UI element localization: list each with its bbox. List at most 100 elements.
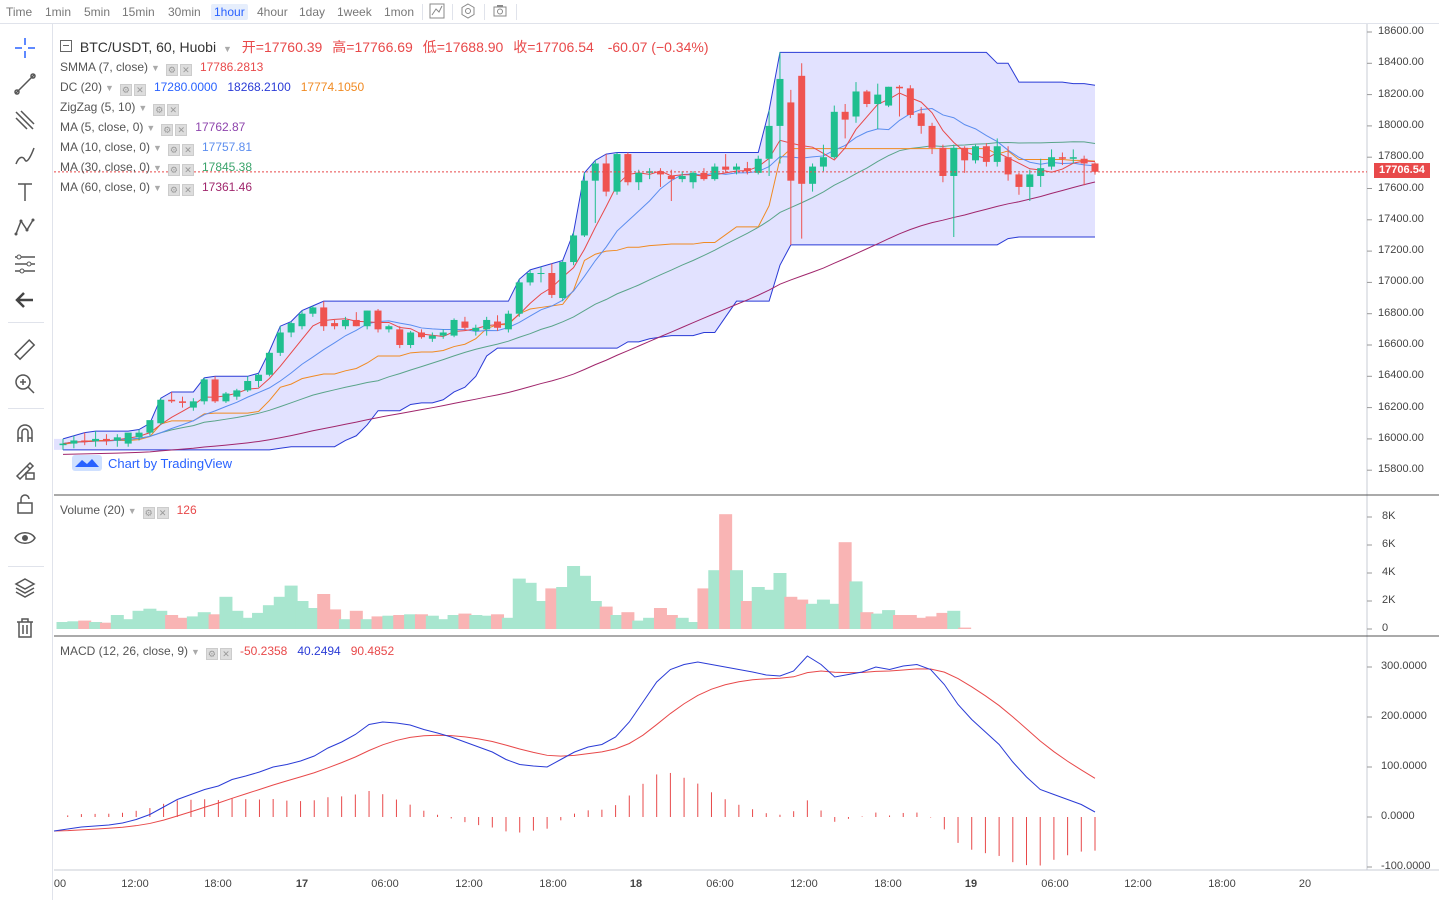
candle-body — [298, 313, 306, 327]
zoom-in-icon[interactable] — [10, 370, 40, 398]
crosshair-icon[interactable] — [10, 34, 40, 62]
interval-1mon[interactable]: 1mon — [384, 5, 415, 19]
candle-body — [200, 379, 208, 402]
volume-bar — [78, 620, 92, 629]
settings-icon[interactable]: ⚙ — [167, 144, 180, 156]
close-icon[interactable]: ✕ — [181, 164, 194, 176]
brush-icon[interactable] — [10, 142, 40, 170]
volume-bar — [360, 619, 374, 629]
settings-icon[interactable]: ⚙ — [119, 84, 132, 96]
candle-body — [287, 323, 295, 333]
indicator-name[interactable]: MA (60, close, 0) — [60, 180, 151, 194]
settings-icon[interactable]: ⚙ — [167, 164, 180, 176]
volume-bar — [827, 603, 841, 629]
fib-icon[interactable] — [10, 250, 40, 278]
indicator-name[interactable]: ZigZag (5, 10) — [60, 100, 136, 114]
close-icon[interactable]: ✕ — [181, 144, 194, 156]
indicator-name[interactable]: MA (30, close, 0) — [60, 160, 151, 174]
screenshot-icon[interactable] — [491, 3, 509, 21]
volume-bar — [795, 599, 809, 629]
volume-bar — [751, 587, 765, 629]
settings-icon[interactable]: ⚙ — [167, 184, 180, 196]
pitchfork-icon[interactable] — [10, 106, 40, 134]
close-icon[interactable]: ✕ — [156, 507, 169, 519]
interval-30min[interactable]: 30min — [168, 5, 201, 19]
indicator-name[interactable]: MA (5, close, 0) — [60, 120, 144, 134]
volume-bar — [208, 614, 222, 629]
settings-icon[interactable] — [459, 3, 477, 21]
chevron-down-icon[interactable]: ▼ — [153, 143, 162, 153]
price-tick-label: 17200.00 — [1378, 244, 1424, 257]
trash-icon[interactable] — [10, 614, 40, 642]
settings-icon[interactable]: ⚙ — [161, 124, 174, 136]
close-icon[interactable]: ✕ — [179, 64, 192, 76]
settings-icon[interactable]: ⚙ — [153, 104, 166, 116]
interval-5min[interactable]: 5min — [84, 5, 111, 19]
volume-bar — [740, 601, 754, 629]
close-icon[interactable]: ✕ — [219, 648, 232, 660]
macd-name[interactable]: MACD (12, 26, close, 9) — [60, 644, 189, 658]
symbol-toggle-icon[interactable] — [60, 40, 72, 52]
trend-line-icon[interactable] — [10, 70, 40, 98]
pattern-icon[interactable] — [10, 214, 40, 242]
close-icon[interactable]: ✕ — [175, 124, 188, 136]
interval-15min[interactable]: 15min — [122, 5, 155, 19]
candle-body — [722, 166, 730, 170]
candle-body — [341, 319, 349, 327]
price-tick-label: 16400.00 — [1378, 369, 1424, 382]
indicator-name[interactable]: DC (20) — [60, 80, 103, 94]
lock-draw-icon[interactable] — [10, 454, 40, 482]
settings-icon[interactable]: ⚙ — [142, 507, 155, 519]
candle-body — [168, 399, 176, 402]
chevron-down-icon[interactable]: ▼ — [138, 103, 148, 113]
interval-1hour[interactable]: 1hour — [211, 4, 248, 20]
close-icon[interactable]: ✕ — [181, 184, 194, 196]
indicator-name[interactable]: MA (10, close, 0) — [60, 140, 151, 154]
magnet-icon[interactable] — [10, 420, 40, 448]
time-tick-label: 06:00 — [371, 878, 399, 890]
unlock-icon[interactable] — [10, 490, 40, 518]
interval-4hour[interactable]: 4hour — [257, 5, 288, 19]
indicator-name[interactable]: SMMA (7, close) — [60, 60, 149, 74]
indicator-legend-row: MA (30, close, 0) ▼ ⚙ ✕ 17845.38 — [60, 160, 252, 176]
indicator-icon[interactable] — [428, 3, 446, 21]
tradingview-watermark[interactable]: Chart by TradingView — [72, 455, 232, 471]
volume-name[interactable]: Volume (20) — [60, 503, 125, 517]
chevron-down-icon[interactable]: ▼ — [153, 183, 162, 193]
close-icon[interactable]: ✕ — [167, 104, 180, 116]
chevron-down-icon[interactable]: ▼ — [151, 63, 160, 73]
ruler-icon[interactable] — [10, 336, 40, 364]
interval-1min[interactable]: 1min — [45, 5, 72, 19]
back-arrow-icon[interactable] — [10, 286, 40, 314]
chevron-down-icon[interactable]: ▼ — [153, 163, 162, 173]
indicator-legend-row: MA (60, close, 0) ▼ ⚙ ✕ 17361.46 — [60, 180, 252, 196]
text-icon[interactable] — [10, 178, 40, 206]
candle-body — [417, 332, 425, 338]
candle-body — [678, 175, 686, 180]
settings-icon[interactable]: ⚙ — [165, 64, 178, 76]
close-value: 17706.54 — [535, 39, 594, 55]
time-tick-label: 18:00 — [874, 878, 902, 890]
candle-body — [244, 380, 252, 391]
candle-body — [559, 262, 567, 299]
close-icon[interactable]: ✕ — [133, 84, 146, 96]
symbol-name[interactable]: BTC/USDT, 60, Huobi — [79, 39, 217, 55]
chevron-down-icon[interactable]: ▼ — [146, 123, 156, 133]
volume-bar — [404, 614, 418, 629]
interval-1week[interactable]: 1week — [337, 5, 372, 19]
candle-body — [711, 166, 719, 180]
time-tick-label: 18:00 — [539, 878, 567, 890]
chevron-down-icon[interactable]: ▼ — [222, 44, 232, 54]
chevron-down-icon[interactable]: ▼ — [105, 83, 114, 93]
layers-icon[interactable] — [10, 574, 40, 602]
interval-time[interactable]: Time — [6, 5, 33, 19]
chevron-down-icon[interactable]: ▼ — [127, 506, 137, 516]
volume-bar — [436, 619, 450, 629]
settings-icon[interactable]: ⚙ — [205, 648, 218, 660]
eye-icon[interactable] — [10, 524, 40, 552]
candle-body — [852, 91, 860, 117]
volume-bar — [838, 542, 852, 629]
interval-1day[interactable]: 1day — [299, 5, 326, 19]
chevron-down-icon[interactable]: ▼ — [191, 647, 200, 657]
